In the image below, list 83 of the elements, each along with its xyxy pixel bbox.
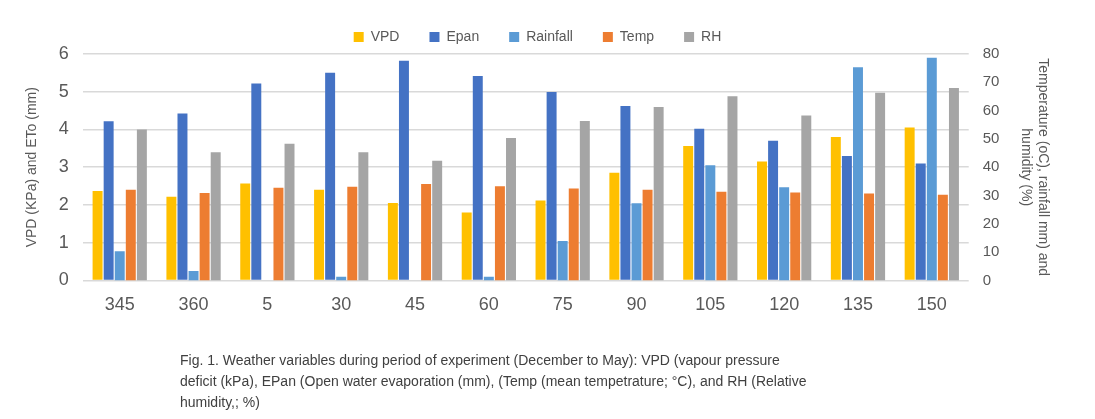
bar — [314, 189, 325, 280]
bar — [188, 271, 199, 281]
y2-tick-label: 80 — [982, 44, 1000, 62]
bar — [177, 113, 188, 280]
bar — [114, 251, 125, 281]
x-tick-label: 360 — [178, 294, 209, 315]
bar — [251, 83, 262, 280]
y2-tick-label: 60 — [982, 100, 1000, 118]
y-tick-label: 4 — [58, 118, 69, 139]
y2-tick-label: 40 — [982, 157, 1000, 175]
bar — [347, 186, 358, 281]
y2-tick-label: 30 — [982, 185, 1000, 203]
y-tick-label: 2 — [58, 193, 69, 214]
x-tick-label: 5 — [262, 294, 273, 315]
caption: Fig. 1. Weather variables during period of experiment (December to May): VPD (vapour pressure deficit (kPa), EPan (Open water evaporation (mm), (Temp (mean tempetrature; °C), and RH (Relative humidity,; %) — [180, 351, 808, 412]
bar — [199, 192, 210, 281]
bar — [620, 106, 631, 280]
x-tick-label: 90 — [626, 294, 647, 315]
bar — [557, 241, 568, 281]
bar — [535, 200, 546, 280]
bar — [757, 161, 767, 280]
y2-tick-label: 50 — [982, 129, 1000, 147]
bar — [609, 172, 620, 280]
bar — [461, 212, 472, 280]
bar — [273, 187, 284, 281]
y-tick-label: 1 — [58, 231, 69, 252]
bar — [210, 152, 221, 281]
bar — [240, 183, 251, 280]
bar — [125, 189, 136, 281]
bar — [864, 193, 875, 281]
legend-label: Rainfall — [526, 27, 573, 44]
bar — [642, 189, 653, 281]
bar — [948, 87, 959, 281]
y-tick-label: 0 — [58, 269, 69, 290]
x-tick-label: 75 — [552, 294, 573, 315]
bar — [716, 191, 727, 281]
bar — [830, 137, 841, 280]
legend-label: RH — [701, 27, 722, 44]
x-tick-label: 105 — [695, 294, 726, 315]
x-tick-label: 60 — [478, 294, 499, 315]
bar — [683, 146, 694, 280]
bar — [653, 106, 664, 281]
x-tick-label: 345 — [104, 294, 135, 315]
bar — [325, 72, 336, 280]
y2-tick-label: 20 — [982, 213, 1000, 231]
x-tick-label: 150 — [916, 294, 947, 315]
bar — [579, 121, 590, 281]
bar — [875, 92, 886, 281]
bar — [166, 196, 177, 280]
x-tick-label: 30 — [331, 294, 352, 315]
bar — [472, 75, 483, 280]
bar — [494, 186, 505, 281]
bar — [790, 192, 801, 281]
y2-tick-label: 70 — [982, 72, 1000, 90]
bar — [546, 92, 557, 280]
bar — [136, 129, 147, 281]
bar — [421, 183, 432, 281]
x-tick-label: 120 — [769, 294, 800, 315]
y-tick-label: 3 — [58, 156, 69, 177]
legend-label: Temp — [619, 27, 655, 44]
x-tick-label: 135 — [842, 294, 873, 315]
legend-label: Epan — [446, 27, 480, 44]
y2-axis-title: Temperature (oC), rainfall mm) and humidity (%) — [1018, 58, 1052, 277]
bar — [284, 143, 295, 281]
bar — [92, 190, 103, 280]
y-axis-title: VPD (KPa) and ETo (mm) — [23, 87, 40, 248]
bar — [432, 160, 443, 281]
bar — [937, 194, 948, 281]
bar — [398, 60, 409, 280]
bar — [358, 152, 369, 281]
bar — [801, 115, 812, 281]
bar — [103, 121, 114, 280]
bar — [506, 138, 516, 281]
legend-label: VPD — [370, 27, 400, 44]
y-tick-label: 5 — [58, 80, 69, 101]
bar — [727, 96, 738, 281]
x-tick-label: 45 — [405, 294, 426, 315]
bar — [568, 188, 579, 281]
y-tick-label: 6 — [58, 42, 69, 63]
y2-tick-label: 10 — [982, 242, 1000, 260]
bar — [904, 127, 915, 280]
bar — [387, 203, 398, 280]
y2-tick-label: 0 — [982, 270, 992, 288]
